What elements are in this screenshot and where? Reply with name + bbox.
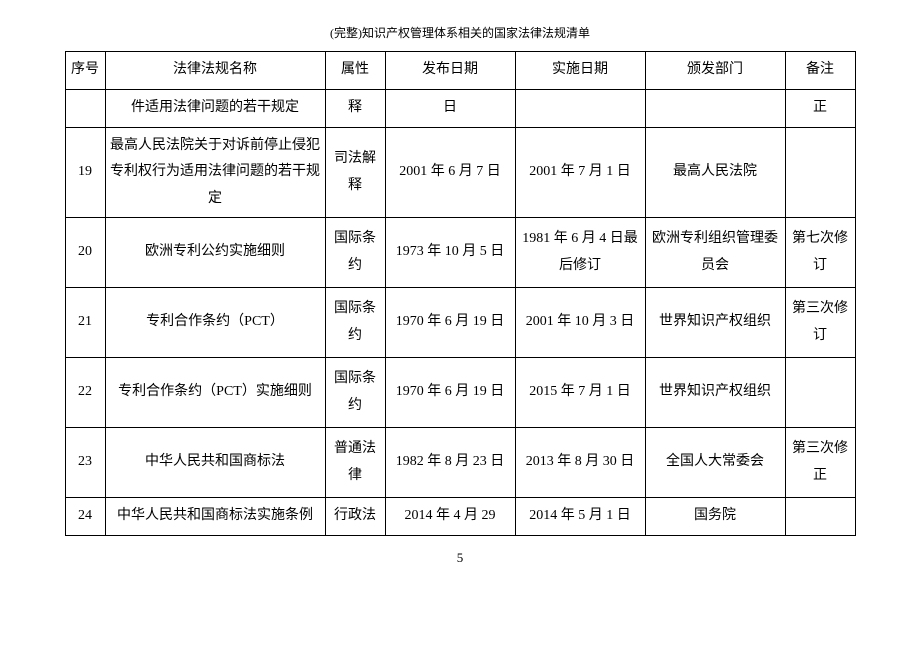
table-cell: 最高人民法院 bbox=[645, 128, 785, 218]
table-row: 件适用法律问题的若干规定释日 正 bbox=[65, 90, 855, 128]
header-seq: 序号 bbox=[65, 52, 105, 90]
table-row: 20欧洲专利公约实施细则国际条约1973 年 10 月 5 日1981 年 6 … bbox=[65, 218, 855, 288]
table-cell: 全国人大常委会 bbox=[645, 428, 785, 498]
table-cell: 日 bbox=[385, 90, 515, 128]
header-pubdate: 发布日期 bbox=[385, 52, 515, 90]
table-cell: 1970 年 6 月 19 日 bbox=[385, 288, 515, 358]
header-remark: 备注 bbox=[785, 52, 855, 90]
table-cell: 中华人民共和国商标法 bbox=[105, 428, 325, 498]
header-issuer: 颁发部门 bbox=[645, 52, 785, 90]
table-row: 21专利合作条约（PCT）国际条约1970 年 6 月 19 日2001 年 1… bbox=[65, 288, 855, 358]
table-cell: 第三次修订 bbox=[785, 288, 855, 358]
table-cell: 2001 年 7 月 1 日 bbox=[515, 128, 645, 218]
table-cell: 第三次修正 bbox=[785, 428, 855, 498]
table-cell: 第七次修订 bbox=[785, 218, 855, 288]
table-cell: 普通法律 bbox=[325, 428, 385, 498]
table-cell: 2001 年 10 月 3 日 bbox=[515, 288, 645, 358]
table-cell: 2015 年 7 月 1 日 bbox=[515, 358, 645, 428]
table-cell: 2014 年 5 月 1 日 bbox=[515, 498, 645, 536]
table-cell: 1981 年 6 月 4 日最后修订 bbox=[515, 218, 645, 288]
table-row: 19最高人民法院关于对诉前停止侵犯专利权行为适用法律问题的若干规定司法解释200… bbox=[65, 128, 855, 218]
table-cell: 22 bbox=[65, 358, 105, 428]
table-cell: 1970 年 6 月 19 日 bbox=[385, 358, 515, 428]
header-attr: 属性 bbox=[325, 52, 385, 90]
table-cell: 24 bbox=[65, 498, 105, 536]
table-cell: 欧洲专利公约实施细则 bbox=[105, 218, 325, 288]
table-cell: 21 bbox=[65, 288, 105, 358]
table-cell: 23 bbox=[65, 428, 105, 498]
table-row: 24中华人民共和国商标法实施条例行政法2014 年 4 月 292014 年 5… bbox=[65, 498, 855, 536]
table-cell: 司法解释 bbox=[325, 128, 385, 218]
table-body: 件适用法律问题的若干规定释日 正 19最高人民法院关于对诉前停止侵犯专利权行为适用法… bbox=[65, 90, 855, 536]
table-cell: 国际条约 bbox=[325, 218, 385, 288]
table-cell bbox=[645, 90, 785, 128]
table-cell: 国务院 bbox=[645, 498, 785, 536]
table-cell: 1982 年 8 月 23 日 bbox=[385, 428, 515, 498]
table-header-row: 序号 法律法规名称 属性 发布日期 实施日期 颁发部门 备注 bbox=[65, 52, 855, 90]
table-cell: 2013 年 8 月 30 日 bbox=[515, 428, 645, 498]
table-cell: 行政法 bbox=[325, 498, 385, 536]
table-cell: 专利合作条约（PCT）实施细则 bbox=[105, 358, 325, 428]
table-cell: 1973 年 10 月 5 日 bbox=[385, 218, 515, 288]
table-cell: 2001 年 6 月 7 日 bbox=[385, 128, 515, 218]
document-title: (完整)知识产权管理体系相关的国家法律法规清单 bbox=[0, 24, 920, 41]
table-cell: 国际条约 bbox=[325, 288, 385, 358]
table-cell bbox=[785, 128, 855, 218]
table-cell: 最高人民法院关于对诉前停止侵犯专利权行为适用法律问题的若干规定 bbox=[105, 128, 325, 218]
table-cell: 世界知识产权组织 bbox=[645, 288, 785, 358]
table-cell: 国际条约 bbox=[325, 358, 385, 428]
table-cell: 件适用法律问题的若干规定 bbox=[105, 90, 325, 128]
table-cell: 正 bbox=[785, 90, 855, 128]
table-cell bbox=[785, 358, 855, 428]
table-cell: 释 bbox=[325, 90, 385, 128]
table-cell: 世界知识产权组织 bbox=[645, 358, 785, 428]
table-cell bbox=[515, 90, 645, 128]
table-cell: 2014 年 4 月 29 bbox=[385, 498, 515, 536]
table-cell bbox=[65, 90, 105, 128]
table-cell: 20 bbox=[65, 218, 105, 288]
table-row: 22专利合作条约（PCT）实施细则国际条约1970 年 6 月 19 日2015… bbox=[65, 358, 855, 428]
table-cell bbox=[785, 498, 855, 536]
header-impdate: 实施日期 bbox=[515, 52, 645, 90]
table-cell: 专利合作条约（PCT） bbox=[105, 288, 325, 358]
table-cell: 19 bbox=[65, 128, 105, 218]
laws-table: 序号 法律法规名称 属性 发布日期 实施日期 颁发部门 备注 件适用法律问题的若… bbox=[65, 51, 856, 536]
table-cell: 欧洲专利组织管理委员会 bbox=[645, 218, 785, 288]
header-name: 法律法规名称 bbox=[105, 52, 325, 90]
table-row: 23中华人民共和国商标法普通法律1982 年 8 月 23 日2013 年 8 … bbox=[65, 428, 855, 498]
table-cell: 中华人民共和国商标法实施条例 bbox=[105, 498, 325, 536]
page-number: 5 bbox=[0, 550, 920, 566]
